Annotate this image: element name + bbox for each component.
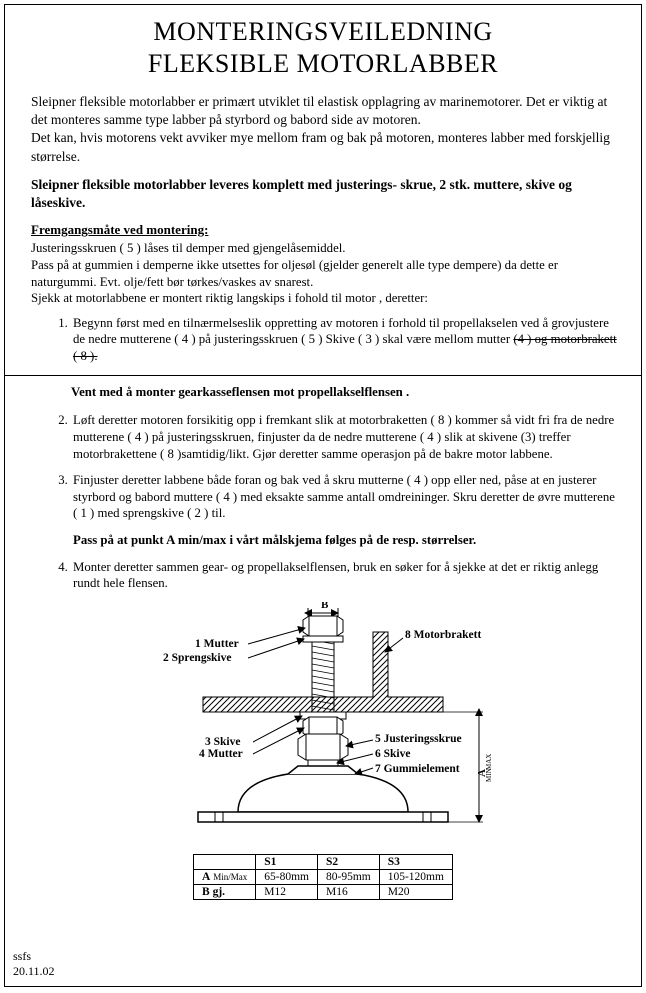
label-6: 6 Skive <box>375 748 410 760</box>
th-s1: S1 <box>256 854 318 869</box>
table-row-b: B gj. M12 M16 M20 <box>194 884 453 899</box>
row-b-s2: M16 <box>317 884 379 899</box>
spec-table: S1 S2 S3 A Min/Max 65-80mm 80-95mm 105-1… <box>193 854 453 900</box>
step-1: Begynn først med en tilnærmelseslik oppr… <box>71 315 621 365</box>
row-a-s1: 65-80mm <box>256 869 318 884</box>
table-row-a: A Min/Max 65-80mm 80-95mm 105-120mm <box>194 869 453 884</box>
th-s3: S3 <box>379 854 452 869</box>
assembly-diagram: B <box>103 602 543 852</box>
intro-p1: Sleipner fleksible motorlabber er primær… <box>31 94 607 127</box>
step-1-bold: Vent med å monter gearkasseflensen mot p… <box>71 384 621 401</box>
dim-a-min: MIN <box>485 768 493 782</box>
dim-b-label: B <box>321 602 329 611</box>
th-s2: S2 <box>317 854 379 869</box>
dim-a-max: MAX <box>485 754 493 770</box>
row-b-s1: M12 <box>256 884 318 899</box>
step-3: Finjuster deretter labbene både foran og… <box>71 472 621 549</box>
label-3: 3 Skive <box>205 736 240 748</box>
row-a-s3: 105-120mm <box>379 869 452 884</box>
footer: ssfs 20.11.02 <box>13 949 55 978</box>
document-page: MONTERINGSVEILEDNING FLEKSIBLE MOTORLABB… <box>4 4 642 987</box>
step-3-text: Finjuster deretter labbene både foran og… <box>73 473 615 520</box>
step-2: Løft deretter motoren forsikitig opp i f… <box>71 412 621 462</box>
diagram-container: B <box>25 602 621 900</box>
label-1: 1 Mutter <box>195 638 239 650</box>
footer-code: ssfs <box>13 949 31 963</box>
intro-p2: Det kan, hvis motorens vekt avviker mye … <box>31 130 610 163</box>
label-4: 4 Mutter <box>199 748 243 760</box>
step-3-bold: Pass på at punkt A min/max i vårt målskj… <box>73 533 476 547</box>
row-a-head: A Min/Max <box>194 869 256 884</box>
step-4: Monter deretter sammen gear- og propella… <box>71 559 621 592</box>
th-blank <box>194 854 256 869</box>
procedure-text: Justeringsskruen ( 5 ) låses til demper … <box>31 240 621 307</box>
label-2: 2 Sprengskive <box>163 652 231 664</box>
row-b-s3: M20 <box>379 884 452 899</box>
footer-date: 20.11.02 <box>13 964 55 978</box>
page-rule <box>5 375 641 376</box>
intro-paragraph: Sleipner fleksible motorlabber er primær… <box>31 93 621 166</box>
label-5: 5 Justeringsskrue <box>375 733 462 745</box>
supply-note: Sleipner fleksible motorlabber leveres k… <box>31 176 621 212</box>
title-line-2: FLEKSIBLE MOTORLABBER <box>25 49 621 79</box>
label-7: 7 Gummielement <box>375 763 460 775</box>
steps-list-a: Begynn først med en tilnærmelseslik oppr… <box>25 315 621 365</box>
row-a-s2: 80-95mm <box>317 869 379 884</box>
title-line-1: MONTERINGSVEILEDNING <box>25 17 621 47</box>
table-header-row: S1 S2 S3 <box>194 854 453 869</box>
procedure-heading: Fremgangsmåte ved montering: <box>31 222 621 238</box>
label-8: 8 Motorbrakett <box>405 629 481 641</box>
row-b-head: B gj. <box>194 884 256 899</box>
steps-list-b: Løft deretter motoren forsikitig opp i f… <box>25 412 621 592</box>
